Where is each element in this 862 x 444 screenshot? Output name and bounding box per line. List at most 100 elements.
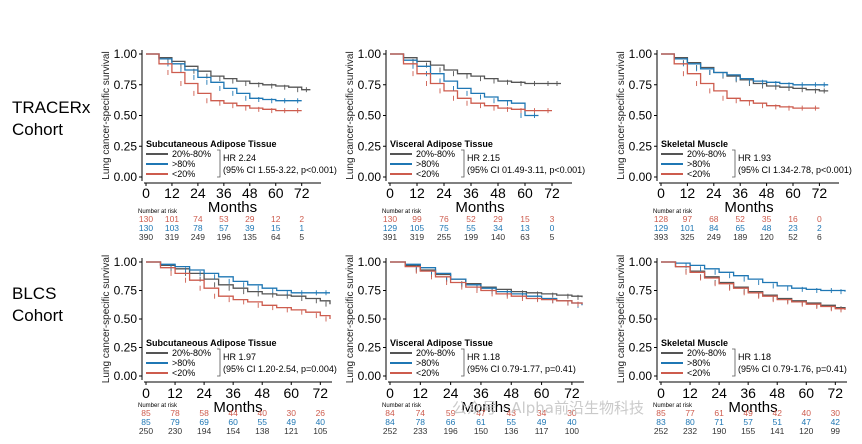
x-tick-label: 72 [544, 185, 560, 201]
y-tick-label: 1.00 [114, 47, 138, 61]
km-panel-tracerx-visceral: Lung cancer-specific survival 0.00 0.25 0.5… [345, 47, 585, 242]
risk-count-low: 0 [817, 214, 822, 224]
survival-curve-low [661, 53, 820, 109]
risk-count-mid: 150 [474, 426, 488, 436]
risk-count-mid: 190 [712, 426, 726, 436]
legend-label-low: <20% [687, 368, 710, 378]
x-tick-label: 60 [268, 185, 284, 201]
x-tick-label: 24 [190, 185, 206, 201]
x-tick-label: 36 [740, 385, 756, 401]
risk-count-low: 29 [245, 214, 255, 224]
risk-count-mid: 252 [654, 426, 668, 436]
y-tick-label: 0.50 [629, 109, 653, 123]
x-axis-label: Months [461, 399, 510, 416]
legend-label-low: <20% [687, 169, 710, 179]
x-tick-label: 48 [759, 185, 775, 201]
risk-count-mid: 135 [243, 232, 257, 242]
risk-count-mid: 5 [299, 232, 304, 242]
legend-bracket [217, 149, 221, 178]
risk-count-mid: 154 [226, 426, 240, 436]
risk-count-low: 49 [743, 408, 753, 418]
risk-count-mid: 199 [464, 232, 478, 242]
risk-count-low: 59 [446, 408, 456, 418]
legend-label-high: >80% [172, 159, 195, 169]
risk-count-low: 26 [316, 408, 326, 418]
legend-bracket [217, 348, 221, 377]
risk-count-low: 77 [685, 408, 695, 418]
risk-count-high: 103 [165, 223, 179, 233]
x-tick-label: 0 [386, 385, 394, 401]
x-tick-label: 24 [706, 185, 722, 201]
legend-label-mid: 20%-80% [687, 149, 726, 159]
risk-count-mid: 255 [437, 232, 451, 242]
risk-count-mid: 196 [444, 426, 458, 436]
risk-count-low: 85 [656, 408, 666, 418]
risk-count-mid: 121 [284, 426, 298, 436]
legend-bracket [732, 348, 736, 377]
risk-count-mid: 390 [139, 232, 153, 242]
risk-count-high: 79 [170, 417, 180, 427]
risk-count-low: 47 [476, 408, 486, 418]
risk-count-high: 129 [383, 223, 397, 233]
hazard-ratio: HR 1.18 [467, 352, 500, 362]
risk-count-high: 55 [507, 417, 517, 427]
legend-label-high: >80% [687, 358, 710, 368]
x-tick-label: 60 [534, 385, 550, 401]
risk-count-high: 83 [656, 417, 666, 427]
risk-count-low: 130 [139, 214, 153, 224]
legend-title: Visceral Adipose Tissue [390, 338, 493, 348]
risk-count-high: 57 [743, 417, 753, 427]
survival-curve-high [661, 261, 846, 292]
x-tick-label: 60 [798, 385, 814, 401]
risk-count-mid: 194 [197, 426, 211, 436]
risk-count-high: 0 [550, 223, 555, 233]
y-tick-label: 0.00 [358, 369, 382, 383]
risk-count-mid: 64 [271, 232, 281, 242]
legend-label-mid: 20%-80% [172, 149, 211, 159]
x-tick-label: 48 [769, 385, 785, 401]
legend-title: Visceral Adipose Tissue [390, 139, 493, 149]
risk-count-high: 85 [141, 417, 151, 427]
y-tick-label: 0.75 [629, 78, 653, 92]
risk-count-low: 85 [141, 408, 151, 418]
row-label-blcs-line1: BLCS [12, 284, 57, 303]
x-tick-label: 24 [443, 385, 459, 401]
risk-count-mid: 319 [165, 232, 179, 242]
y-tick-label: 0.00 [114, 170, 138, 184]
y-tick-label: 0.25 [358, 139, 382, 153]
x-tick-label: 60 [517, 185, 533, 201]
risk-count-high: 15 [271, 223, 281, 233]
risk-count-high: 105 [410, 223, 424, 233]
risk-count-mid: 140 [491, 232, 505, 242]
x-axis-label: Months [728, 399, 777, 416]
x-tick-label: 24 [436, 185, 452, 201]
risk-count-low: 78 [170, 408, 180, 418]
risk-count-low: 53 [219, 214, 229, 224]
risk-count-mid: 391 [383, 232, 397, 242]
y-axis-label: Lung cancer-specific survival [101, 255, 112, 383]
legend-bracket [732, 149, 736, 178]
legend-label-mid: 20%-80% [687, 348, 726, 358]
legend-label-high: >80% [687, 159, 710, 169]
risk-count-high: 78 [193, 223, 203, 233]
km-panel-tracerx-subcutaneous: Lung cancer-specific survival 0.00 0.25 0.5… [101, 47, 337, 242]
legend-bracket [461, 348, 465, 377]
survival-curve-low [661, 261, 846, 310]
confidence-interval: (95% CI 1.34-2.78, p<0.001) [738, 165, 852, 175]
x-tick-label: 48 [503, 385, 519, 401]
legend-title: Skeletal Muscle [661, 139, 728, 149]
survival-curve-high [661, 53, 829, 86]
x-tick-label: 12 [167, 385, 183, 401]
risk-count-mid: 319 [410, 232, 424, 242]
y-tick-label: 1.00 [629, 47, 653, 61]
legend-label-mid: 20%-80% [172, 348, 211, 358]
x-tick-label: 72 [313, 385, 329, 401]
risk-table-header: Number at risk [653, 403, 693, 409]
risk-count-high: 42 [831, 417, 841, 427]
risk-count-low: 52 [466, 214, 476, 224]
risk-count-low: 52 [735, 214, 745, 224]
risk-count-mid: 120 [760, 232, 774, 242]
y-axis-label: Lung cancer-specific survival [616, 51, 627, 179]
risk-count-mid: 141 [770, 426, 784, 436]
